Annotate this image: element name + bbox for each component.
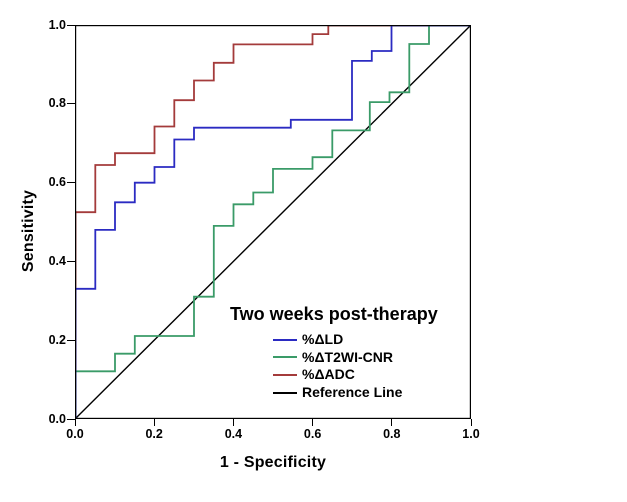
x-tick-mark: [391, 419, 393, 426]
y-tick-label: 0.4: [48, 253, 66, 268]
x-tick-label: 1.0: [462, 427, 480, 441]
legend-swatch: [273, 356, 297, 359]
legend-swatch: [273, 373, 297, 376]
legend-label: %ΔLD: [302, 331, 344, 348]
y-tick-label: 0.6: [48, 175, 66, 190]
x-tick-label: 0.8: [383, 427, 401, 441]
y-tick-mark: [67, 103, 75, 105]
y-tick-mark: [67, 418, 75, 420]
legend-items: %ΔLD %ΔT2WI-CNR %ΔADC Reference Line: [230, 331, 438, 401]
x-tick-mark: [74, 419, 76, 426]
legend-swatch: [273, 338, 297, 341]
x-tick-label: 0.6: [303, 427, 322, 441]
legend-item: %ΔLD: [273, 331, 438, 349]
y-tick-mark: [67, 182, 75, 184]
y-tick-mark: [67, 339, 75, 341]
x-tick-mark: [153, 419, 155, 426]
y-tick-mark: [67, 260, 75, 263]
roc-curve-%ΔT2WI-CNR: [75, 25, 471, 419]
legend-item: %ΔT2WI-CNR: [273, 349, 438, 367]
y-tick-label: 1.0: [48, 17, 66, 32]
x-tick-label: 0.0: [66, 427, 84, 441]
x-tick-label: 0.2: [145, 427, 163, 441]
legend-title: Two weeks post-therapy: [230, 304, 438, 324]
plot-area: [75, 25, 471, 419]
legend-item: Reference Line: [273, 384, 438, 402]
roc-curve-%ΔADC: [75, 25, 471, 419]
x-tick-label: 0.4: [224, 427, 243, 441]
roc-curve-%ΔLD: [75, 25, 471, 419]
x-axis-title: 1 - Specificity: [219, 454, 327, 471]
x-tick-mark: [232, 419, 235, 426]
x-tick-mark: [470, 419, 472, 426]
legend-swatch: [273, 391, 297, 394]
y-tick-label: 0.2: [48, 332, 66, 347]
legend-label: %ΔT2WI-CNR: [302, 348, 393, 365]
y-tick-mark: [67, 24, 75, 26]
legend-item: %ΔADC: [273, 366, 438, 384]
plot-border: [75, 25, 471, 419]
roc-curve-Reference Line: [75, 25, 471, 419]
x-tick-mark: [312, 419, 314, 426]
legend-label: Reference Line: [302, 384, 403, 401]
legend: Two weeks post-therapy %ΔLD %ΔT2WI-CNR %ΔA…: [230, 304, 438, 401]
y-tick-label: 0.8: [48, 96, 66, 111]
legend-label: %ΔADC: [302, 366, 355, 383]
y-tick-label: 0.0: [48, 411, 66, 426]
